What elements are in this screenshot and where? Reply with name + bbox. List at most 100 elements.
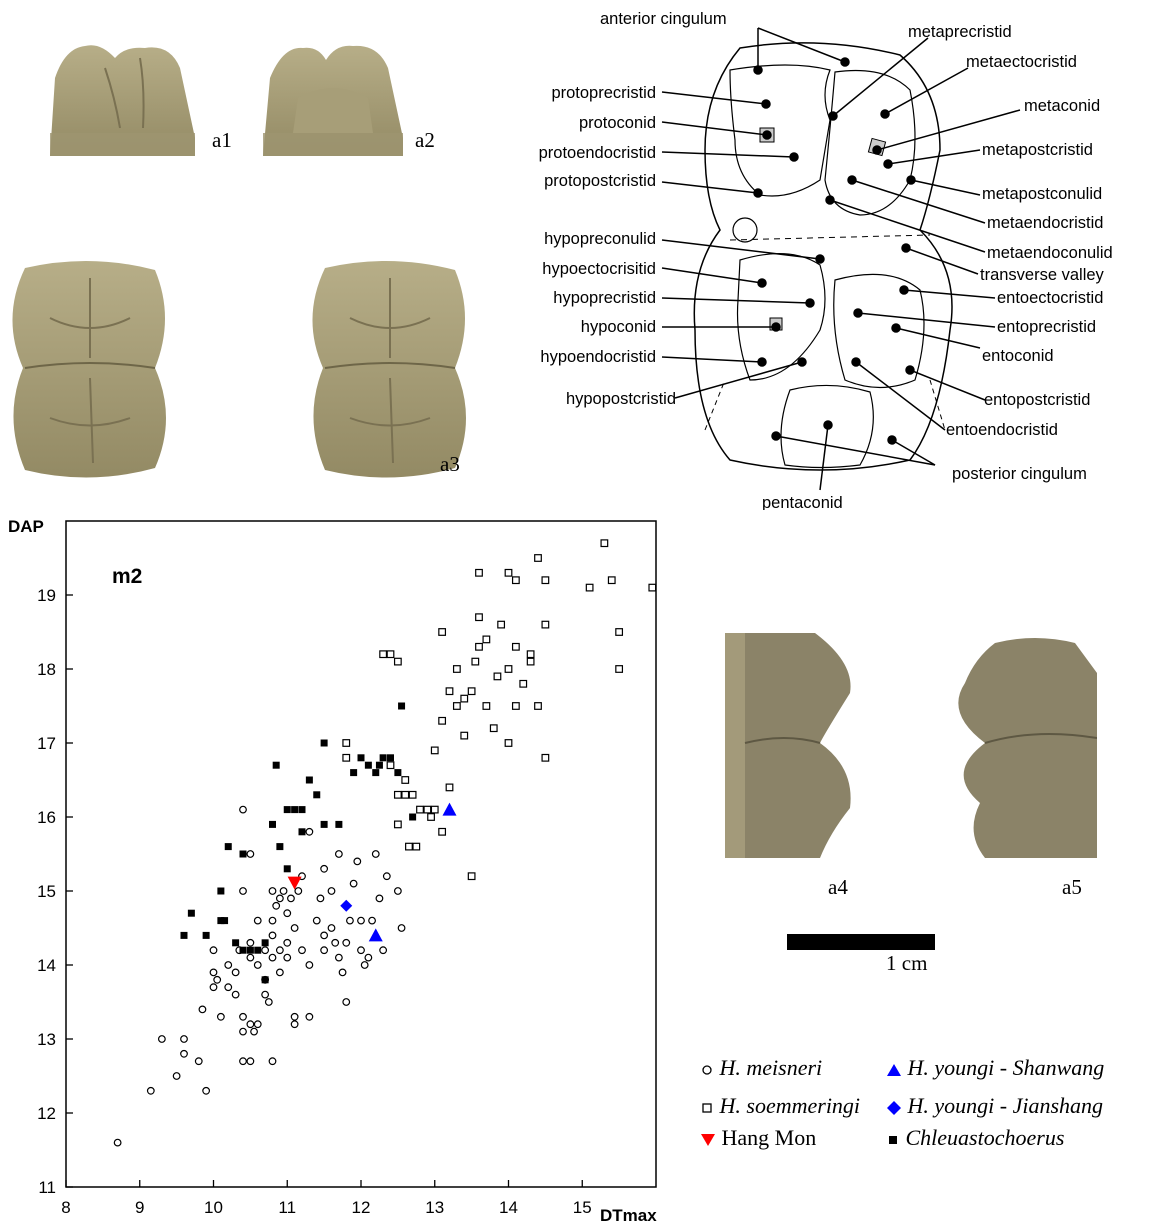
data-point-filled-square	[387, 754, 394, 761]
label-protoconid: protoconid	[579, 114, 656, 132]
data-point-filled-square	[284, 865, 291, 872]
data-point-open-circle	[350, 880, 357, 887]
y-tick-label: 12	[37, 1104, 56, 1123]
data-point-open-circle	[306, 829, 313, 836]
chart-legend: H. meisneri H. soemmeringi Hang Mon H. y…	[700, 1055, 1150, 1165]
data-point-open-circle	[306, 1014, 313, 1021]
data-point-open-square	[439, 829, 446, 836]
data-point-open-circle	[210, 969, 217, 976]
data-point-open-square	[535, 703, 542, 710]
data-point-open-square	[402, 777, 409, 784]
legend-item-meisneri: H. meisneri	[700, 1055, 822, 1081]
label-hypoprecristid: hypoprecristid	[553, 289, 656, 307]
data-point-open-circle	[225, 962, 232, 969]
label-metaprecristid: metaprecristid	[908, 23, 1012, 41]
data-point-filled-square	[291, 806, 298, 813]
data-point-open-square	[649, 584, 656, 591]
data-point-open-circle	[262, 947, 269, 954]
data-point-filled-square	[247, 947, 254, 954]
data-point-open-square	[431, 747, 438, 754]
data-point-open-circle	[361, 962, 368, 969]
data-point-open-circle	[284, 940, 291, 947]
data-point-open-square	[446, 784, 453, 791]
label-metaectocristid: metaectocristid	[966, 53, 1077, 71]
data-point-open-square	[439, 718, 446, 725]
label-protoendocristid: protoendocristid	[539, 144, 656, 162]
data-point-open-circle	[199, 1006, 206, 1013]
data-point-open-square	[505, 570, 512, 577]
data-point-open-square	[494, 673, 501, 680]
data-point-filled-square	[240, 851, 247, 858]
data-point-filled-square	[372, 769, 379, 776]
label-metaendoconulid: metaendoconulid	[987, 244, 1113, 262]
data-point-open-square	[527, 651, 534, 658]
legend-item-soemmeringi: H. soemmeringi	[700, 1093, 860, 1119]
data-point-open-square	[446, 688, 453, 695]
data-point-filled-square	[299, 828, 306, 835]
label-transverse-valley: transverse valley	[980, 266, 1105, 284]
data-point-filled-square	[358, 754, 365, 761]
data-point-open-circle	[280, 888, 287, 895]
data-point-up-triangle	[369, 928, 383, 941]
scale-bar	[787, 934, 935, 950]
data-point-open-circle	[398, 925, 405, 932]
data-point-open-circle	[114, 1139, 121, 1146]
data-point-filled-square	[217, 888, 224, 895]
data-point-open-square	[461, 732, 468, 739]
data-point-open-square	[468, 873, 475, 880]
y-tick-label: 18	[37, 660, 56, 679]
data-point-open-square	[428, 814, 435, 821]
data-point-open-square	[439, 629, 446, 636]
data-point-open-circle	[254, 917, 261, 924]
data-point-open-circle	[339, 969, 346, 976]
legend-item-hangmon: Hang Mon	[700, 1125, 816, 1151]
scale-bar-label: 1 cm	[886, 951, 927, 976]
data-point-open-square	[387, 651, 394, 658]
data-point-open-square	[395, 792, 402, 799]
x-tick-label: 13	[425, 1198, 444, 1217]
photo-label-a2: a2	[415, 128, 435, 153]
x-tick-label: 10	[204, 1198, 223, 1217]
down-triangle-marker-icon	[700, 1133, 716, 1147]
data-point-open-circle	[321, 866, 328, 873]
data-point-open-circle	[181, 1051, 188, 1058]
data-point-open-square	[343, 740, 350, 747]
data-point-filled-square	[240, 947, 247, 954]
data-point-open-square	[490, 725, 497, 732]
data-point-open-square	[454, 666, 461, 673]
data-point-open-square	[454, 703, 461, 710]
data-point-open-circle	[195, 1058, 202, 1065]
y-tick-label: 19	[37, 586, 56, 605]
label-hypoectocrisitid: hypoectocrisitid	[542, 260, 656, 278]
data-point-filled-square	[365, 762, 372, 769]
data-point-open-square	[498, 621, 505, 628]
legend-label-jianshang: H. youngi - Jianshang	[908, 1093, 1104, 1118]
data-point-filled-square	[254, 947, 261, 954]
data-point-filled-square	[221, 917, 228, 924]
data-point-filled-square	[321, 821, 328, 828]
data-point-open-circle	[254, 1021, 261, 1028]
data-point-open-circle	[269, 932, 276, 939]
legend-label-soemmeringi: H. soemmeringi	[720, 1093, 861, 1118]
label-entoendocristid: entoendocristid	[946, 421, 1058, 439]
data-point-open-circle	[148, 1088, 155, 1095]
y-axis-label: DAP	[8, 517, 44, 536]
data-point-filled-square	[273, 762, 280, 769]
filled-square-marker-icon	[886, 1133, 900, 1147]
legend-label-hangmon: Hang Mon	[722, 1125, 817, 1150]
x-tick-label: 12	[352, 1198, 371, 1217]
y-tick-label: 14	[37, 956, 56, 975]
chart-title: m2	[112, 565, 142, 588]
data-point-open-circle	[291, 1021, 298, 1028]
data-point-open-square	[476, 644, 483, 651]
data-point-open-square	[380, 651, 387, 658]
data-point-open-circle	[347, 917, 354, 924]
data-point-open-square	[601, 540, 608, 547]
label-hypoendocristid: hypoendocristid	[540, 348, 656, 366]
data-point-open-circle	[203, 1088, 210, 1095]
label-entoprecristid: entoprecristid	[997, 318, 1096, 336]
data-point-open-circle	[313, 917, 320, 924]
data-point-filled-square	[284, 806, 291, 813]
data-point-filled-square	[335, 821, 342, 828]
data-point-open-circle	[284, 954, 291, 961]
